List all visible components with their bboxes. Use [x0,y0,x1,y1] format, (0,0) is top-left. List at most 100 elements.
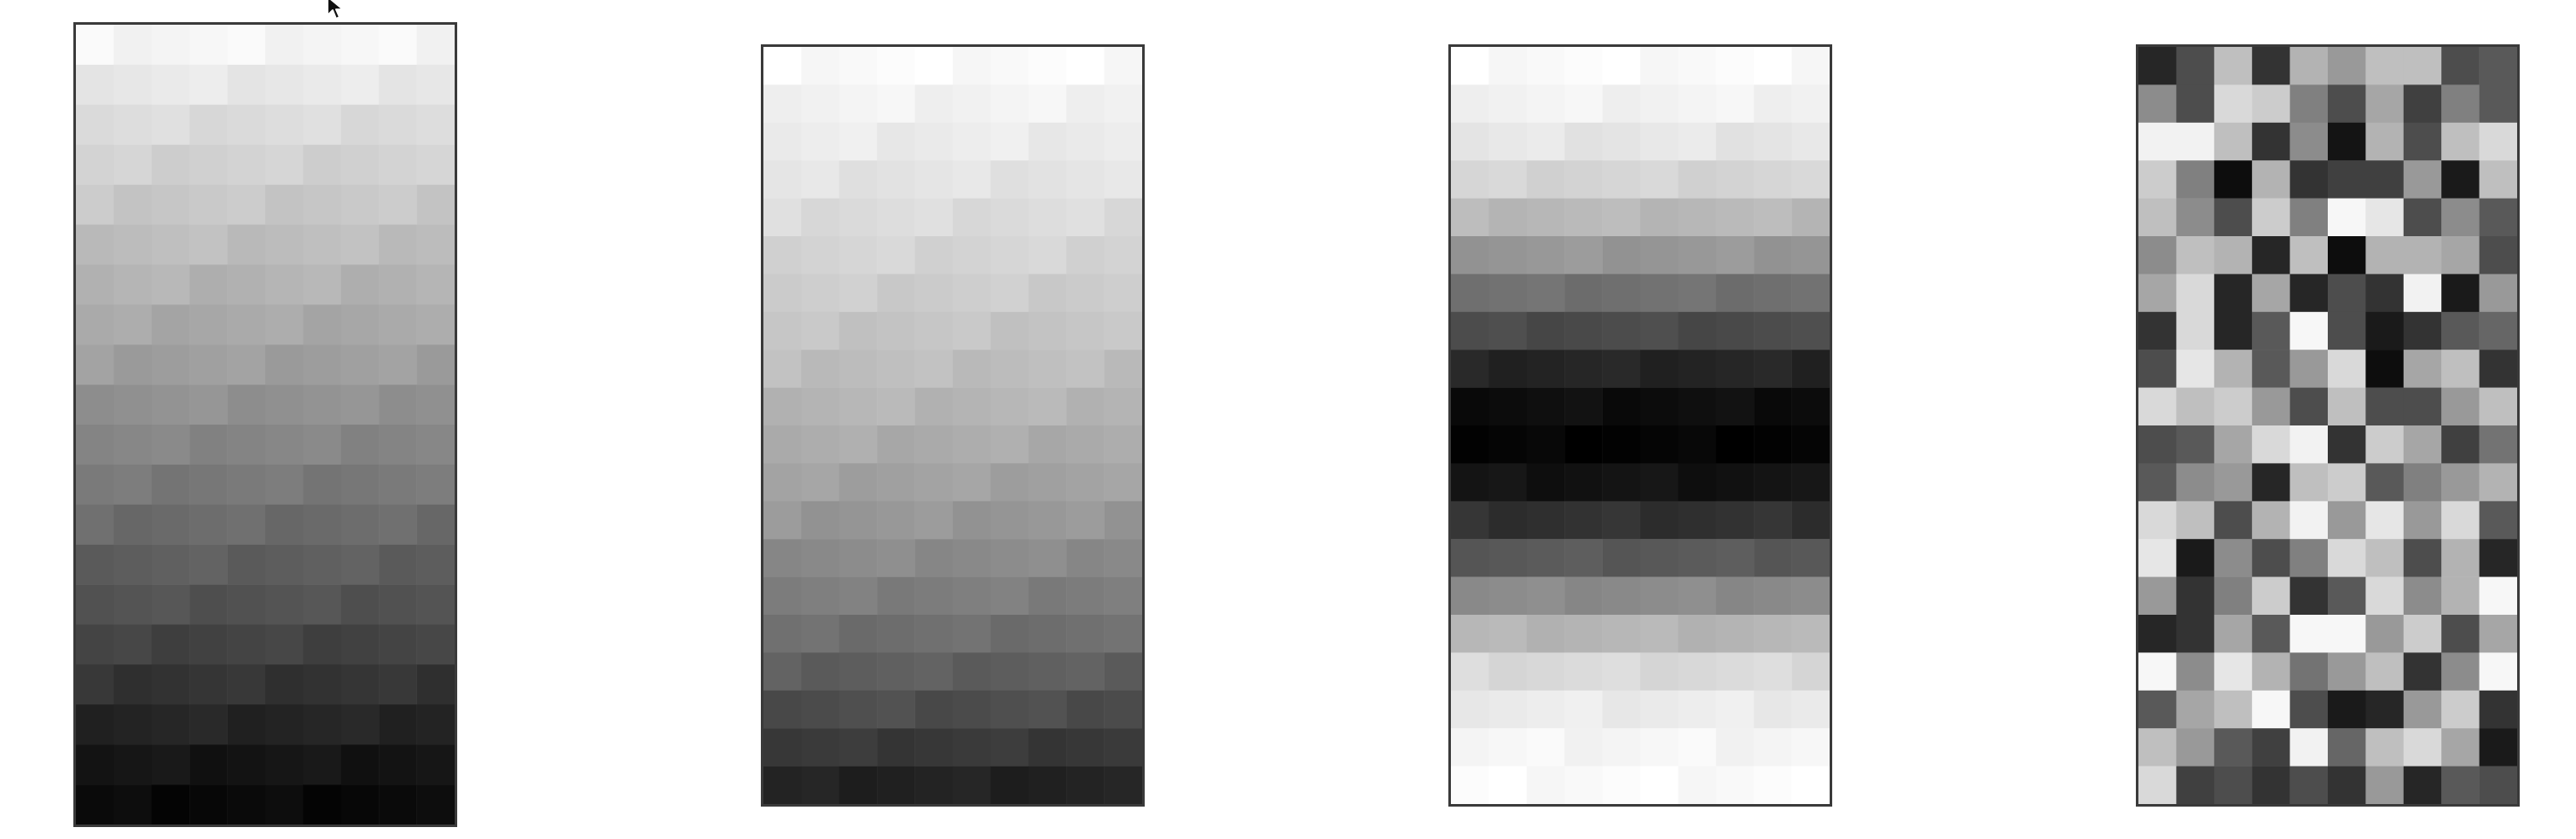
heatmap-2-cell-r0-c7 [1028,47,1067,85]
heatmap-1-cell-r13-c3 [189,544,228,585]
heatmap-2-cell-r19-c0 [763,766,802,804]
heatmap-2-cell-r7-c5 [953,311,991,350]
heatmap-2-cell-r14-c1 [801,576,840,616]
heatmap-4-cell-r13-c4 [2289,539,2329,577]
heatmap-1-cell-r7-c7 [340,304,380,345]
heatmap-1-cell-r16-c1 [113,664,153,705]
heatmap-4-cell-r18-c5 [2328,728,2366,767]
heatmap-2-cell-r16-c3 [877,652,915,691]
heatmap-3-cell-r6-c4 [1602,274,1641,313]
heatmap-4-cell-r15-c3 [2252,615,2290,653]
heatmap-2-cell-r13-c2 [838,539,878,577]
heatmap-1-cell-r16-c3 [189,664,228,705]
heatmap-4-cell-r11-c1 [2176,463,2215,502]
heatmap-4-cell-r9-c2 [2213,387,2253,426]
heatmap-1-cell-r5-c6 [303,224,342,265]
heatmap-2-cell-r18-c5 [953,728,991,767]
heatmap-3-cell-r1-c9 [1791,84,1830,124]
heatmap-2-cell-r12-c5 [953,501,991,540]
heatmap-1-cell-r5-c2 [151,224,190,265]
heatmap-1-cell-r9-c4 [227,385,266,425]
heatmap-3-cell-r2-c3 [1564,122,1603,161]
heatmap-3-cell-r17-c4 [1602,690,1641,729]
heatmap-1-cell-r3-c1 [113,144,153,185]
heatmap-2-cell-r15-c6 [990,615,1030,653]
heatmap-3-cell-r19-c1 [1488,766,1528,804]
heatmap-3-cell-r0-c9 [1791,47,1830,85]
heatmap-4-cell-r11-c3 [2252,463,2290,502]
heatmap-4-cell-r13-c8 [2441,539,2480,577]
heatmap-3-cell-r12-c8 [1754,501,1792,540]
heatmap-2-cell-r3-c0 [763,160,802,199]
heatmap-3-cell-r1-c1 [1488,84,1528,124]
heatmap-4-cell-r2-c0 [2138,122,2177,161]
heatmap-1-cell-r19-c0 [76,784,114,825]
heatmap-2-cell-r0-c0 [763,47,802,85]
heatmap-2-cell-r15-c5 [953,615,991,653]
heatmap-4-cell-r17-c8 [2441,690,2480,729]
heatmap-1-cell-r11-c1 [113,464,153,506]
heatmap-3-cell-r9-c1 [1488,387,1528,426]
heatmap-3-cell-r17-c1 [1488,690,1528,729]
heatmap-1-cell-r18-c5 [265,744,304,785]
heatmap-2-cell-r4-c5 [953,198,991,237]
heatmap-2-cell-r12-c3 [877,501,915,540]
heatmap-3-cell-r16-c0 [1451,652,1489,691]
heatmap-2-cell-r7-c3 [877,311,915,350]
heatmap-2-cell-r19-c4 [914,766,954,804]
heatmap-4-cell-r12-c2 [2213,501,2253,540]
heatmap-1-cell-r16-c2 [151,664,190,705]
heatmap-1-cell-r14-c2 [151,584,190,625]
heatmap-3-cell-r18-c0 [1451,728,1489,767]
heatmap-2-cell-r16-c4 [914,652,954,691]
heatmap-4-cell-r11-c9 [2479,463,2517,502]
heatmap-4-cell-r8-c9 [2479,350,2517,388]
heatmap-4-cell-r2-c9 [2479,122,2517,161]
heatmap-2-cell-r17-c0 [763,690,802,729]
heatmap-1-cell-r12-c2 [151,504,190,545]
heatmap-1-cell-r15-c5 [265,624,304,665]
heatmap-3-cell-r13-c5 [1640,539,1679,577]
heatmap-2-cell-r8-c2 [838,350,878,388]
heatmap-4-cell-r17-c1 [2176,690,2215,729]
heatmap-1-cell-r7-c4 [227,304,266,345]
heatmap-3-cell-r3-c6 [1678,160,1717,199]
heatmap-1-cell-r0-c8 [379,25,417,66]
heatmap-1-cell-r18-c9 [416,744,455,785]
heatmap-1-cell-r13-c4 [227,544,266,585]
heatmap-3-cell-r13-c4 [1602,539,1641,577]
heatmap-4-cell-r14-c1 [2176,576,2215,616]
heatmap-4-cell-r12-c4 [2289,501,2329,540]
heatmap-4-cell-r10-c8 [2441,425,2480,464]
heatmap-2-cell-r8-c3 [877,350,915,388]
heatmap-3-cell-r13-c8 [1754,539,1792,577]
heatmap-1-cell-r13-c2 [151,544,190,585]
heatmap-1-cell-r5-c9 [416,224,455,265]
heatmap-4-cell-r7-c1 [2176,311,2215,350]
heatmap-2-cell-r11-c5 [953,463,991,502]
heatmap-2-cell-r3-c3 [877,160,915,199]
heatmap-1-cell-r1-c7 [340,64,380,106]
heatmap-2-cell-r14-c0 [763,576,802,616]
heatmap-1-cell-r9-c8 [379,385,417,425]
heatmap-1-cell-r10-c7 [340,425,380,466]
heatmap-1-cell-r0-c6 [303,25,342,66]
heatmap-3-cell-r14-c4 [1602,576,1641,616]
heatmap-3-cell-r14-c5 [1640,576,1679,616]
heatmap-3-cell-r12-c5 [1640,501,1679,540]
heatmap-2-cell-r2-c3 [877,122,915,161]
heatmap-4-cell-r17-c0 [2138,690,2177,729]
heatmap-2-cell-r11-c1 [801,463,840,502]
heatmap-2-cell-r11-c3 [877,463,915,502]
heatmap-3-cell-r9-c0 [1451,387,1489,426]
heatmap-1-cell-r14-c6 [303,584,342,625]
heatmap-1-cell-r1-c8 [379,64,417,106]
heatmap-3-cell-r4-c5 [1640,198,1679,237]
heatmap-4-cell-r15-c4 [2289,615,2329,653]
heatmap-3-cell-r4-c8 [1754,198,1792,237]
heatmap-1-cell-r15-c4 [227,624,266,665]
heatmap-2-cell-r2-c7 [1028,122,1067,161]
heatmap-1-cell-r10-c6 [303,425,342,466]
heatmap-1-cell-r12-c9 [416,504,455,545]
heatmap-2-cell-r10-c5 [953,425,991,464]
